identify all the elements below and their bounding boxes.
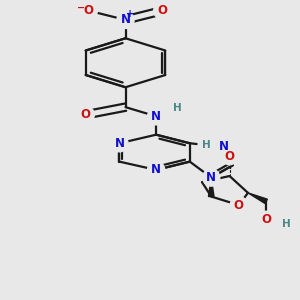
Circle shape bbox=[258, 211, 275, 228]
Text: N: N bbox=[114, 137, 124, 150]
Circle shape bbox=[80, 2, 97, 19]
Circle shape bbox=[221, 148, 238, 165]
Text: N: N bbox=[121, 14, 130, 26]
Circle shape bbox=[278, 215, 295, 233]
Text: N: N bbox=[218, 140, 229, 153]
Text: O: O bbox=[81, 108, 91, 121]
Text: O: O bbox=[84, 4, 94, 17]
Text: N: N bbox=[151, 110, 161, 123]
Text: H: H bbox=[282, 219, 291, 229]
Text: N: N bbox=[151, 164, 161, 176]
Text: O: O bbox=[261, 213, 271, 226]
Text: +: + bbox=[126, 9, 134, 20]
Polygon shape bbox=[208, 178, 214, 196]
Circle shape bbox=[148, 161, 165, 178]
Text: H: H bbox=[173, 103, 182, 113]
Circle shape bbox=[169, 99, 186, 116]
Circle shape bbox=[117, 11, 134, 28]
Circle shape bbox=[111, 135, 128, 152]
Circle shape bbox=[203, 169, 220, 186]
Circle shape bbox=[77, 106, 94, 123]
Circle shape bbox=[154, 2, 171, 19]
Text: N: N bbox=[206, 171, 216, 184]
Text: H: H bbox=[202, 140, 211, 150]
Circle shape bbox=[198, 136, 215, 154]
Text: O: O bbox=[234, 199, 244, 212]
Polygon shape bbox=[248, 193, 267, 204]
Text: −: − bbox=[77, 3, 85, 13]
Circle shape bbox=[230, 196, 247, 214]
Circle shape bbox=[215, 138, 232, 155]
Circle shape bbox=[148, 108, 165, 125]
Text: O: O bbox=[225, 150, 235, 163]
Text: O: O bbox=[157, 4, 167, 17]
